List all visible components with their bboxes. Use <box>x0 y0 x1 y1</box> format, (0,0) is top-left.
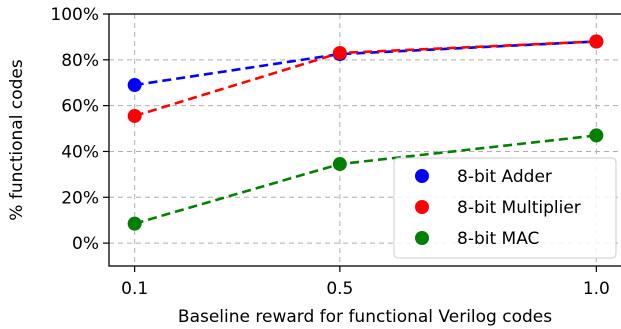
x-tick-label: 1.0 <box>583 279 610 299</box>
data-point <box>332 45 347 60</box>
y-tick-label: 60% <box>61 97 99 117</box>
y-axis-label: % functional codes <box>7 59 27 221</box>
data-point <box>127 78 142 93</box>
legend-box <box>393 157 617 259</box>
series-line <box>134 40 597 118</box>
x-axis-label: Baseline reward for functional Verilog c… <box>178 307 552 327</box>
x-axis: 0.1 0.5 1.0 <box>121 266 610 299</box>
legend-label: 8-bit Multiplier <box>457 198 581 218</box>
y-tick-label: 0% <box>72 234 99 254</box>
y-axis: 0% 20% 40% 60% 80% 100% <box>50 5 109 254</box>
data-point <box>127 108 142 123</box>
legend-marker <box>415 169 429 183</box>
data-point <box>589 128 604 143</box>
data-point <box>332 157 347 172</box>
y-tick-label: 100% <box>50 5 99 25</box>
plot-frame <box>108 13 621 267</box>
y-tick-label: 40% <box>61 142 99 162</box>
y-tick-label: 80% <box>61 51 99 71</box>
series-points <box>127 34 604 231</box>
y-tick-label: 20% <box>61 188 99 208</box>
legend-marker <box>415 200 429 214</box>
x-tick-label: 0.5 <box>326 279 353 299</box>
legend: 8-bit Adder 8-bit Multiplier 8-bit MAC <box>393 157 617 259</box>
legend-marker <box>415 231 429 245</box>
legend-label: 8-bit Adder <box>457 167 552 187</box>
x-tick-label: 0.1 <box>121 279 148 299</box>
data-point <box>127 216 142 231</box>
series-line <box>134 40 597 87</box>
data-point <box>589 34 604 49</box>
legend-label: 8-bit MAC <box>457 229 539 249</box>
